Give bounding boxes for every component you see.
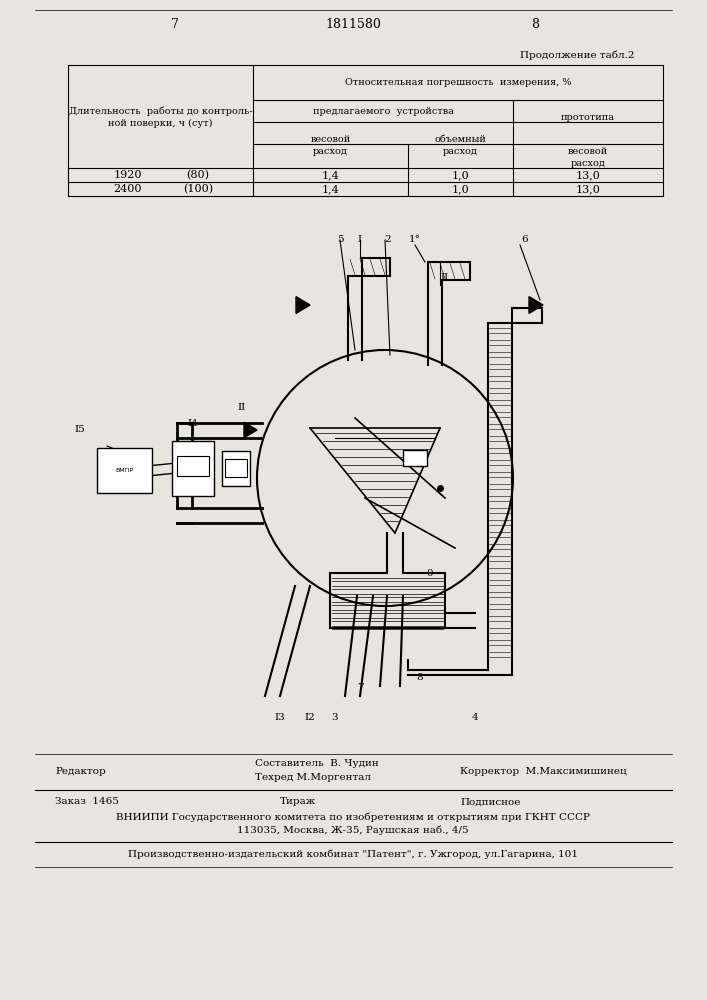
Text: 1,4: 1,4 — [322, 170, 339, 180]
Polygon shape — [296, 297, 310, 313]
Text: Длительность  работы до контроль-: Длительность работы до контроль- — [69, 107, 252, 116]
Text: прототипа: прототипа — [561, 112, 615, 121]
Text: Тираж: Тираж — [280, 798, 316, 806]
Text: 1,0: 1,0 — [452, 170, 469, 180]
Text: 4: 4 — [472, 714, 479, 722]
Text: Заказ  1465: Заказ 1465 — [55, 798, 119, 806]
Text: Относительная погрешность  измерения, %: Относительная погрешность измерения, % — [345, 78, 571, 87]
Text: расход: расход — [571, 158, 605, 167]
Text: ВМПР: ВМПР — [115, 468, 134, 473]
Text: 1,4: 1,4 — [322, 184, 339, 194]
Text: 13,0: 13,0 — [575, 184, 600, 194]
Text: Техред М.Моргентал: Техред М.Моргентал — [255, 774, 371, 782]
Polygon shape — [244, 422, 257, 438]
Bar — [177, 456, 209, 476]
Text: I2: I2 — [305, 714, 315, 722]
Text: 2400: 2400 — [114, 184, 142, 194]
Bar — [225, 459, 247, 477]
Text: 7: 7 — [357, 684, 363, 692]
Text: 3: 3 — [332, 714, 339, 722]
Text: Составитель  В. Чудин: Составитель В. Чудин — [255, 760, 379, 768]
Text: 6: 6 — [522, 235, 528, 244]
Polygon shape — [529, 297, 543, 313]
Text: 1920: 1920 — [114, 170, 142, 180]
Text: I4: I4 — [187, 418, 199, 428]
Text: 2: 2 — [385, 235, 391, 244]
Text: 113035, Москва, Ж-35, Раушская наб., 4/5: 113035, Москва, Ж-35, Раушская наб., 4/5 — [237, 825, 469, 835]
Text: 8: 8 — [416, 674, 423, 682]
Text: (80): (80) — [187, 170, 209, 180]
Text: Редактор: Редактор — [55, 768, 106, 776]
Text: 0: 0 — [427, 568, 433, 578]
Text: Подписное: Подписное — [460, 798, 520, 806]
Text: предлагаемого  устройства: предлагаемого устройства — [312, 106, 453, 115]
Text: 1°: 1° — [409, 235, 421, 244]
Bar — [222, 451, 250, 486]
Text: I: I — [358, 235, 362, 244]
Text: II: II — [441, 273, 449, 282]
Text: 1,0: 1,0 — [452, 184, 469, 194]
Text: Продолжение табл.2: Продолжение табл.2 — [520, 50, 635, 60]
Text: I5: I5 — [74, 426, 85, 434]
Bar — [97, 448, 152, 493]
Text: I3: I3 — [274, 714, 286, 722]
Text: 1811580: 1811580 — [325, 18, 381, 31]
Text: Производственно-издательский комбинат "Патент", г. Ужгород, ул.Гагарина, 101: Производственно-издательский комбинат "П… — [128, 849, 578, 859]
Bar — [403, 450, 427, 466]
Text: расход: расход — [443, 147, 478, 156]
Text: объемный: объемный — [435, 135, 486, 144]
Text: II: II — [238, 403, 246, 412]
Text: ВНИИПИ Государственного комитета по изобретениям и открытиям при ГКНТ СССР: ВНИИПИ Государственного комитета по изоб… — [116, 812, 590, 822]
Text: 5: 5 — [337, 235, 344, 244]
Text: 8: 8 — [531, 18, 539, 31]
Text: ной поверки, ч (сут): ной поверки, ч (сут) — [108, 119, 213, 128]
Text: (100): (100) — [183, 184, 213, 194]
Text: Корректор  М.Максимишинец: Корректор М.Максимишинец — [460, 768, 626, 776]
Bar — [172, 441, 214, 496]
Text: весовой: весовой — [310, 135, 351, 144]
Text: весовой: весовой — [568, 146, 608, 155]
Text: 13,0: 13,0 — [575, 170, 600, 180]
Text: 7: 7 — [171, 18, 179, 31]
Text: расход: расход — [313, 147, 348, 156]
